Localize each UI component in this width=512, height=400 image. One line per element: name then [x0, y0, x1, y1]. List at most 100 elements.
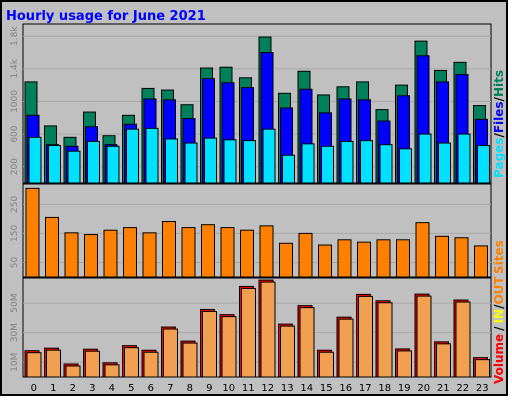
- hits-panel-ytick: 200: [10, 158, 20, 175]
- sites-bar: [279, 242, 293, 278]
- volume-out-bar: [104, 364, 120, 378]
- sites-bar: [162, 220, 176, 278]
- pages-bar: [223, 139, 237, 184]
- sites-bar: [415, 222, 430, 278]
- volume-out-bar: [26, 352, 42, 378]
- legend-files: Files: [492, 101, 506, 133]
- legend-hits-label: Hits: [492, 70, 506, 97]
- pages-bar: [243, 140, 256, 184]
- sites-bar: [259, 225, 274, 278]
- sites-bar: [435, 235, 449, 278]
- pages-bar: [106, 145, 120, 184]
- volume-out-bar: [163, 328, 178, 378]
- volume-panel: 10M 30M 50M: [10, 277, 492, 378]
- legend-sites-label: Sites: [492, 240, 506, 274]
- pages-bar: [145, 127, 159, 184]
- x-tick-label: 23: [476, 383, 489, 394]
- sites-panel-plot-area: [22, 183, 492, 278]
- pages-bar: [204, 137, 217, 184]
- volume-out-bar: [416, 295, 432, 378]
- sites-bar: [337, 239, 352, 278]
- x-tick-label: 21: [437, 383, 450, 394]
- x-tick-label: 22: [456, 383, 469, 394]
- legend-sep-4: /: [492, 304, 506, 309]
- x-tick-label: 10: [222, 383, 235, 394]
- volume-panel-ytick: 10M: [10, 353, 20, 372]
- pages-bar: [379, 144, 393, 184]
- x-tick-label: 17: [359, 383, 372, 394]
- pages-bar: [262, 128, 276, 184]
- sites-panel-ytick: 250: [10, 195, 20, 212]
- volume-out-bar: [280, 325, 295, 378]
- pages-bar: [67, 150, 81, 184]
- sites-bar: [25, 187, 40, 278]
- sites-bar: [220, 227, 235, 278]
- volume-out-bar: [397, 350, 412, 378]
- sites-panel: 50 150 250: [10, 183, 492, 278]
- pages-bar: [301, 143, 315, 184]
- sites-bar: [84, 234, 98, 278]
- volume-out-bar: [377, 302, 393, 378]
- x-tick-label: 18: [378, 383, 391, 394]
- hits-panel: 200 600 1000 1.4k 1.8k: [10, 23, 492, 184]
- legend-in: IN: [492, 309, 506, 324]
- legend-volume: Volume/IN/OUT: [492, 276, 506, 384]
- sites-bar: [357, 241, 371, 278]
- pages-bar: [340, 140, 354, 184]
- volume-out-bar: [221, 316, 237, 378]
- volume-out-bar: [299, 307, 315, 378]
- sites-bar: [142, 232, 157, 278]
- hits-panel-ytick: 1.4k: [10, 58, 20, 78]
- legend-sep-3: /: [492, 326, 506, 331]
- legend-pages: Pages: [492, 138, 506, 178]
- sites-bar: [396, 239, 410, 278]
- sites-bar: [64, 232, 79, 278]
- pages-bar: [399, 148, 412, 184]
- pages-bar: [165, 138, 178, 184]
- x-axis-labels: 0 1 2 3 4 5 6 7 8 9 10 11 12 13 14 15 16 17 18 19 20 21 22 23: [31, 383, 489, 394]
- x-tick-label: 16: [339, 383, 352, 394]
- legend-sep-1: /: [492, 133, 506, 138]
- hits-panel-ytick: 1.8k: [10, 26, 20, 46]
- svg-text:Volume/IN/OUT: Volume/IN/OUT: [492, 276, 506, 384]
- x-tick-label: 12: [261, 383, 274, 394]
- sites-bar: [474, 245, 488, 278]
- x-tick-label: 15: [320, 383, 333, 394]
- x-tick-label: 19: [398, 383, 411, 394]
- pages-bar: [28, 136, 42, 184]
- x-tick-label: 6: [148, 383, 154, 394]
- volume-out-bar: [124, 347, 139, 378]
- volume-panel-ytick: 50M: [10, 294, 20, 313]
- pages-bar: [184, 142, 198, 184]
- sites-bar: [240, 229, 254, 278]
- x-tick-label: 4: [109, 383, 115, 394]
- legend-out: OUT: [492, 276, 506, 305]
- chart-title: Hourly usage for June 2021: [6, 9, 206, 24]
- sites-panel-ytick: 150: [10, 225, 20, 242]
- pages-bar: [360, 140, 373, 184]
- volume-out-bar: [46, 349, 61, 378]
- legend-hits: Pages/Files/Hits: [492, 70, 506, 178]
- volume-out-bar: [319, 351, 334, 378]
- hits-panel-plot-area: [22, 23, 492, 184]
- legend-sep-2: /: [492, 96, 506, 101]
- pages-bar: [457, 133, 471, 184]
- pages-bar: [477, 144, 490, 184]
- sites-bar: [454, 237, 469, 278]
- sites-bar: [45, 216, 59, 278]
- volume-out-bar: [241, 287, 256, 378]
- x-tick-label: 7: [167, 383, 173, 394]
- x-tick-label: 13: [281, 383, 294, 394]
- x-tick-label: 2: [70, 383, 76, 394]
- pages-bar: [48, 144, 61, 184]
- volume-out-bar: [358, 295, 373, 378]
- volume-out-bar: [475, 359, 490, 378]
- volume-out-bar: [202, 310, 217, 378]
- sites-bar: [298, 232, 313, 278]
- volume-panel-plot-area: [22, 277, 492, 378]
- pages-bar: [126, 128, 139, 184]
- pages-bar: [321, 145, 334, 184]
- x-tick-label: 0: [31, 383, 37, 394]
- volume-out-bar: [260, 281, 276, 378]
- x-tick-label: 1: [50, 383, 56, 394]
